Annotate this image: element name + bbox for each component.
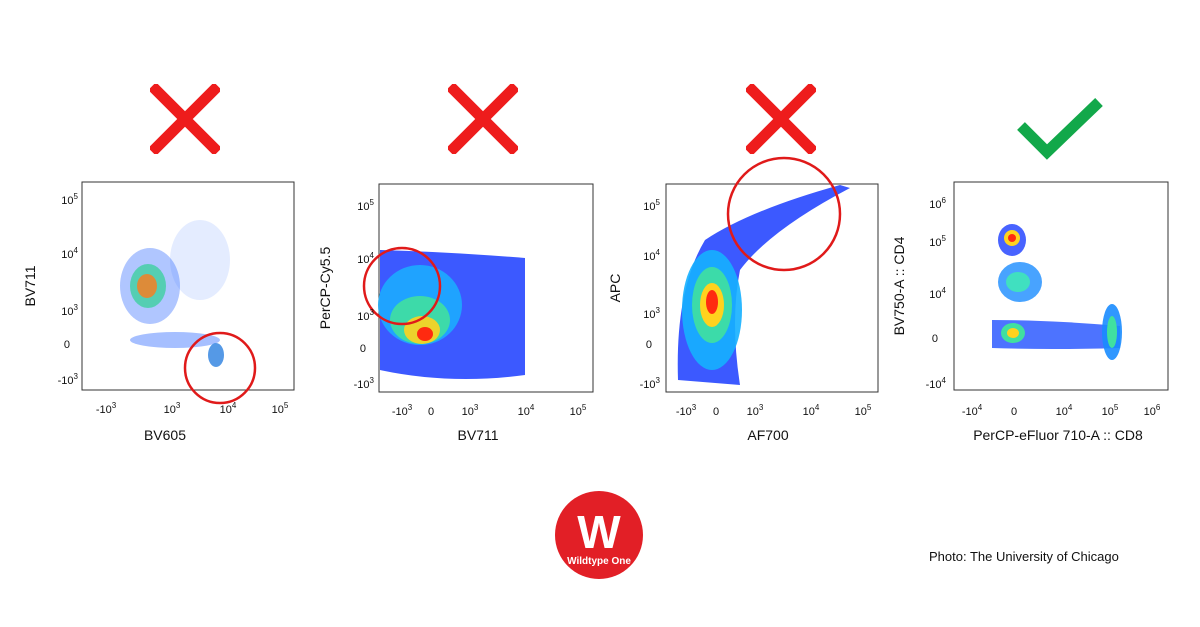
y-tick: 103 — [61, 303, 78, 318]
density-clusters — [992, 224, 1122, 360]
y-axis-label: BV750-A :: CD4 — [891, 236, 907, 335]
svg-text:104: 104 — [643, 248, 660, 263]
density-clusters — [120, 220, 230, 367]
svg-text:105: 105 — [643, 198, 660, 213]
y-tick: 105 — [61, 192, 78, 207]
svg-text:103: 103 — [643, 306, 660, 321]
x-tick: -103 — [96, 401, 117, 416]
svg-text:104: 104 — [518, 403, 535, 418]
svg-text:105: 105 — [1102, 403, 1119, 418]
svg-text:0: 0 — [646, 339, 652, 351]
x-axis-label: BV711 — [458, 427, 499, 443]
svg-text:-103: -103 — [392, 403, 413, 418]
cross-mark-3 — [744, 82, 818, 156]
plot-frame — [953, 181, 1169, 391]
y-tick: 104 — [61, 246, 78, 261]
y-tick: -103 — [58, 372, 79, 387]
svg-text:-104: -104 — [962, 403, 983, 418]
svg-text:0: 0 — [932, 333, 938, 345]
x-axis-label: AF700 — [747, 427, 788, 443]
plot-svg-4: 106 105 104 0 -104 -104 0 104 105 106 Pe… — [891, 181, 1169, 443]
y-tick-labels: 105 104 103 0 -103 — [354, 198, 375, 391]
plot-panel-1: 105 104 103 0 -103 -103 103 104 105 BV60… — [0, 170, 300, 450]
highlight-circle — [362, 246, 442, 326]
svg-text:-104: -104 — [926, 376, 947, 391]
plot-svg-2: 105 104 103 0 -103 -103 0 103 104 105 BV… — [317, 183, 594, 443]
y-axis-label: PerCP-Cy5.5 — [317, 247, 333, 330]
plot-panel-4: 106 105 104 0 -104 -104 0 104 105 106 Pe… — [891, 170, 1200, 450]
cross-icon — [446, 82, 520, 156]
check-mark — [1013, 96, 1105, 162]
y-axis-label: BV711 — [22, 265, 38, 306]
check-icon — [1017, 98, 1103, 160]
y-tick-labels: 106 105 104 0 -104 — [926, 196, 947, 391]
svg-text:-103: -103 — [354, 376, 375, 391]
logo-circle — [555, 491, 643, 579]
x-tick-labels: -103 0 103 104 105 — [392, 403, 587, 418]
svg-text:105: 105 — [855, 403, 872, 418]
svg-text:-103: -103 — [640, 376, 661, 391]
x-tick: 103 — [164, 401, 181, 416]
svg-text:103: 103 — [357, 308, 374, 323]
x-tick-labels: -103 103 104 105 — [96, 401, 289, 416]
cross-icon — [744, 82, 818, 156]
svg-text:103: 103 — [462, 403, 479, 418]
photo-credit: Photo: The University of Chicago — [929, 549, 1119, 564]
cross-mark-1 — [148, 82, 222, 156]
x-tick-labels: -103 0 103 104 105 — [676, 403, 872, 418]
svg-text:0: 0 — [428, 406, 434, 418]
svg-text:104: 104 — [803, 403, 820, 418]
wildtype-one-logo: W Wildtype One — [554, 490, 644, 580]
y-tick-labels: 105 104 103 0 -103 — [58, 192, 79, 387]
cross-icon — [148, 82, 222, 156]
y-tick-labels: 105 104 103 0 -103 — [640, 198, 661, 391]
x-tick-labels: -104 0 104 105 106 — [962, 403, 1161, 418]
x-tick: 105 — [272, 401, 289, 416]
plot-svg-1: 105 104 103 0 -103 -103 103 104 105 BV60… — [22, 181, 295, 443]
y-axis-label: APC — [607, 274, 623, 303]
svg-text:104: 104 — [1056, 403, 1073, 418]
plot-svg-3: 105 104 103 0 -103 -103 0 103 104 105 AF… — [607, 156, 879, 443]
svg-text:106: 106 — [1144, 403, 1161, 418]
plot-panel-2: 105 104 103 0 -103 -103 0 103 104 105 BV… — [300, 170, 600, 450]
svg-text:104: 104 — [929, 286, 946, 301]
logo-name: Wildtype One — [567, 556, 631, 567]
highlight-circle — [726, 156, 842, 272]
cross-mark-2 — [446, 82, 520, 156]
svg-text:105: 105 — [357, 198, 374, 213]
svg-text:103: 103 — [747, 403, 764, 418]
svg-text:0: 0 — [360, 343, 366, 355]
density-clusters — [677, 185, 850, 385]
highlight-circle — [183, 331, 257, 405]
svg-text:105: 105 — [929, 234, 946, 249]
x-axis-label: BV605 — [144, 427, 186, 443]
svg-text:105: 105 — [570, 403, 587, 418]
x-axis-label: PerCP-eFluor 710-A :: CD8 — [973, 427, 1143, 443]
svg-text:0: 0 — [713, 406, 719, 418]
density-clusters — [378, 250, 525, 379]
y-tick: 0 — [64, 339, 70, 351]
logo-letter: W — [577, 506, 621, 558]
svg-text:0: 0 — [1011, 406, 1017, 418]
svg-text:-103: -103 — [676, 403, 697, 418]
plot-panel-3: 105 104 103 0 -103 -103 0 103 104 105 AF… — [600, 156, 900, 450]
x-tick: 104 — [220, 401, 237, 416]
svg-text:106: 106 — [929, 196, 946, 211]
